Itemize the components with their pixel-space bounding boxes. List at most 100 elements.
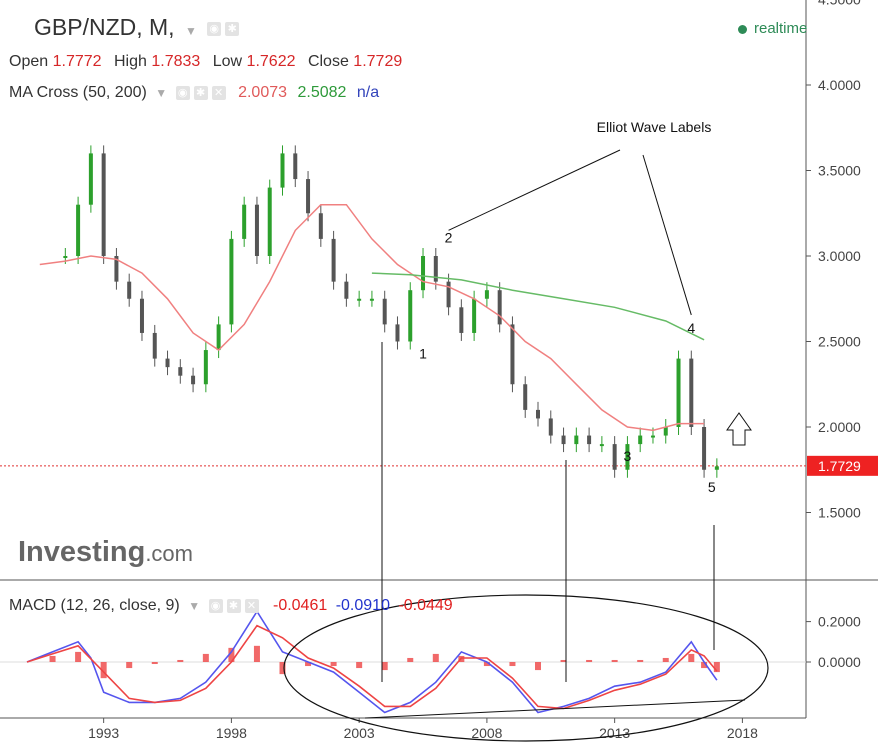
gear-icon[interactable]: ✱ <box>226 598 241 613</box>
candle <box>472 298 477 333</box>
macd-hist-bar <box>688 653 695 662</box>
candle <box>165 358 170 368</box>
chevron-down-icon[interactable]: ▼ <box>155 86 168 100</box>
candle <box>357 298 362 301</box>
gear-icon[interactable]: ✱ <box>225 21 240 36</box>
close-icon[interactable]: ✕ <box>211 85 226 100</box>
macd-hist-bar <box>509 662 516 667</box>
candle <box>76 204 81 256</box>
axes: 1.5000 2.0000 2.5000 3.0000 3.5000 4.0000 4.50… <box>88 0 861 741</box>
macd-line-value: -0.0910 <box>335 597 390 614</box>
candle <box>331 238 336 282</box>
price-panel: 1.7729 <box>0 145 878 478</box>
candle <box>114 256 119 282</box>
candle <box>702 427 707 470</box>
y-tick-label: 2.5000 <box>818 334 861 350</box>
candle <box>280 153 285 188</box>
macd-hist-bar <box>407 657 414 662</box>
macd-hist-bar <box>126 662 133 669</box>
candle <box>254 204 259 256</box>
candle <box>306 179 311 214</box>
macd-hist-bar <box>662 657 669 662</box>
candle <box>446 281 451 308</box>
chevron-down-icon[interactable]: ▼ <box>188 599 201 613</box>
macd-panel <box>0 610 806 714</box>
candle <box>293 153 298 180</box>
y-tick-label: 4.0000 <box>818 77 861 93</box>
candle <box>369 298 374 301</box>
candle <box>561 435 566 445</box>
candle <box>574 435 579 445</box>
candle <box>408 290 413 342</box>
up-arrow-icon <box>726 412 752 446</box>
logo-main: Investing <box>18 536 146 568</box>
y-tick-label: 1.5000 <box>818 505 861 521</box>
candle <box>178 367 183 376</box>
macd-hist-bar <box>356 662 363 669</box>
candle <box>484 290 489 299</box>
macd-y-tick-label: 0.2000 <box>818 614 861 630</box>
eye-icon[interactable]: ◉ <box>208 598 223 613</box>
annotations: 1 2 3 4 5 Elliot Wave Labels <box>283 119 769 742</box>
macd-row: MACD (12, 26, close, 9) ▼ ◉ ✱ ✕ -0.0461 -0… <box>9 597 453 615</box>
ma50-value: 2.0073 <box>238 84 288 101</box>
candle <box>523 384 528 410</box>
candle <box>536 409 540 419</box>
eye-icon[interactable]: ◉ <box>207 21 222 36</box>
macd-hist-bar <box>483 662 490 667</box>
open-value: 1.7772 <box>52 53 102 70</box>
high-value: 1.7833 <box>151 53 201 70</box>
macd-hist-bar <box>432 653 439 662</box>
chevron-down-icon[interactable]: ▼ <box>184 24 197 38</box>
x-tick-label: 1993 <box>88 725 119 741</box>
y-tick-label: 4.5000 <box>818 0 861 8</box>
ohlc-row: Open 1.7772 High 1.7833 Low 1.7622 Close… <box>9 53 410 71</box>
close-label: Close <box>307 53 349 70</box>
macd-label: MACD (12, 26, close, 9) <box>9 597 180 614</box>
candle <box>638 435 643 445</box>
macd-hist-bar <box>713 662 720 673</box>
candle <box>318 213 323 239</box>
candle <box>216 324 221 351</box>
price-badge <box>807 455 878 476</box>
candle <box>242 204 247 239</box>
macd-hist-bar <box>202 653 209 662</box>
candle <box>127 281 132 299</box>
macd-hist-bar <box>228 647 235 662</box>
realtime-indicator[interactable]: realtime <box>738 20 807 37</box>
candle <box>510 324 515 385</box>
annotation-leader <box>448 149 621 231</box>
macd-hist-bar <box>100 662 107 679</box>
candle <box>612 444 617 470</box>
candle <box>63 256 68 258</box>
macd-hist-bar <box>279 662 286 675</box>
y-tick-label: 2.0000 <box>818 419 861 435</box>
annotation-text: Elliot Wave Labels <box>597 119 712 135</box>
macd-hist-bar <box>177 659 184 662</box>
candle <box>548 418 553 436</box>
x-tick-label: 2003 <box>344 725 375 741</box>
x-tick-label: 2013 <box>599 725 630 741</box>
price-badge-label: 1.7729 <box>818 458 861 474</box>
macd-line <box>26 610 718 714</box>
candle <box>152 332 157 359</box>
signal-line <box>26 624 718 710</box>
wave-label: 1 <box>419 346 427 362</box>
gear-icon[interactable]: ✱ <box>193 85 208 100</box>
macd-hist-bar <box>381 662 388 671</box>
wave-label: 4 <box>687 320 695 336</box>
logo-suffix: .com <box>145 541 193 566</box>
low-label: Low <box>212 53 243 70</box>
candle <box>689 358 694 427</box>
candle <box>229 238 234 325</box>
annotation-leader <box>642 154 692 316</box>
x-tick-label: 2018 <box>727 725 758 741</box>
wave-label: 2 <box>445 229 453 245</box>
eye-icon[interactable]: ◉ <box>175 85 190 100</box>
close-icon[interactable]: ✕ <box>244 598 259 613</box>
macd-hist-bar <box>586 659 593 662</box>
candle <box>599 444 604 447</box>
y-tick-label: 3.5000 <box>818 163 861 179</box>
